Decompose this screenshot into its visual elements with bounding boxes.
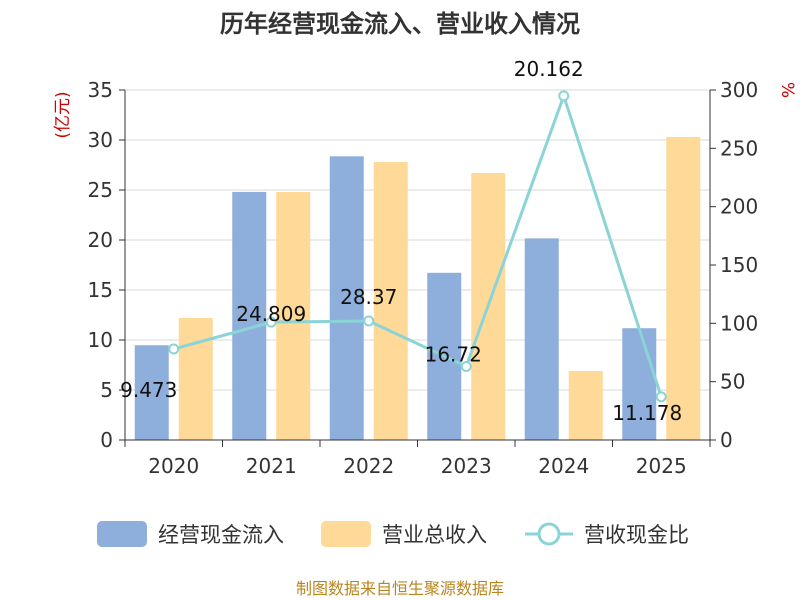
bar-cash-inflow <box>329 156 364 441</box>
bar-revenue <box>373 162 408 440</box>
right-tick-label: 200 <box>720 195 758 219</box>
legend-marker <box>537 522 561 546</box>
bar-cash-inflow <box>622 328 657 440</box>
left-tick-label: 10 <box>88 328 113 352</box>
ratio-point <box>168 343 180 355</box>
right-tick-label: 150 <box>720 253 758 277</box>
legend: 经营现金流入 营业总收入 营收现金比 <box>97 521 689 547</box>
ratio-line-path <box>173 91 663 398</box>
data-label: 11.178 <box>612 401 682 425</box>
ratio-point <box>460 361 472 372</box>
bar-revenue <box>276 192 311 440</box>
data-label: 9.473 <box>120 378 177 402</box>
legend-label: 营业总收入 <box>382 523 487 547</box>
bar-revenue <box>178 318 213 440</box>
legend-swatch <box>97 521 147 547</box>
left-tick-label: 15 <box>88 278 113 302</box>
data-label: 28.37 <box>340 285 397 309</box>
right-tick-label: 100 <box>720 311 758 335</box>
data-labels: 9.473 24.809 28.37 16.72 20.162 11.178 <box>120 57 682 425</box>
bars <box>134 137 701 441</box>
legend-label: 营收现金比 <box>584 523 689 547</box>
bar-revenue <box>568 371 603 440</box>
data-label: 20.162 <box>514 57 584 81</box>
bar-cash-inflow <box>134 345 169 440</box>
x-tick-label: 2021 <box>246 454 297 478</box>
left-tick-label: 5 <box>100 378 113 402</box>
legend-swatch <box>321 521 371 547</box>
right-tick-label: 300 <box>720 78 758 102</box>
right-tick-label: 50 <box>720 370 745 394</box>
x-tick-label: 2022 <box>343 454 394 478</box>
x-tick-label: 2025 <box>636 454 687 478</box>
ratio-point <box>655 391 667 403</box>
data-label: 24.809 <box>236 302 306 326</box>
right-tick-label: 0 <box>720 428 733 452</box>
ratio-point <box>363 315 375 327</box>
left-tick-label: 0 <box>100 428 113 452</box>
right-tick-label: 250 <box>720 136 758 160</box>
ratio-line <box>168 90 667 403</box>
ratio-point <box>265 316 277 328</box>
source-note: 制图数据来自恒生聚源数据库 <box>296 579 504 598</box>
bar-cash-inflow <box>232 191 267 440</box>
right-axis-unit: % <box>777 82 797 98</box>
data-label: 16.72 <box>425 343 482 367</box>
left-tick-label: 20 <box>88 228 113 252</box>
x-tick-label: 2023 <box>441 454 492 478</box>
left-tick-label: 35 <box>88 78 113 102</box>
chart-title: 历年经营现金流入、营业收入情况 <box>220 10 580 38</box>
x-tick-label: 2024 <box>538 454 589 478</box>
bar-cash-inflow <box>524 238 559 440</box>
legend-label: 经营现金流入 <box>158 523 284 547</box>
gridlines <box>125 89 710 391</box>
ratio-point <box>558 90 570 102</box>
left-tick-label: 25 <box>88 178 113 202</box>
left-tick-label: 30 <box>88 128 113 152</box>
bar-revenue <box>666 137 701 440</box>
x-tick-label: 2020 <box>148 454 199 478</box>
left-axis-unit: (亿元) <box>53 91 73 138</box>
